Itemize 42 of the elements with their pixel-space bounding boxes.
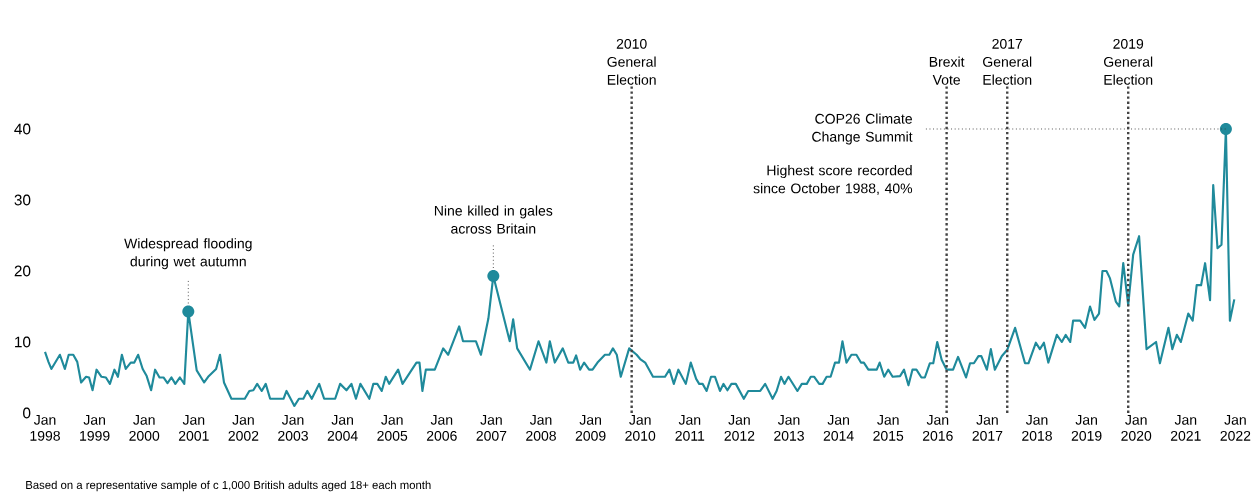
x-tick-label: Jan 2007 <box>476 415 507 441</box>
x-tick-label: Jan 1999 <box>80 415 110 441</box>
x-tick-label: Jan 2000 <box>129 415 160 441</box>
x-tick-label: Jan 2015 <box>873 415 904 441</box>
x-tick-label: Jan 2011 <box>675 415 705 441</box>
x-tick-label: Jan 2013 <box>774 415 804 441</box>
y-tick-label: 40 <box>14 123 31 135</box>
x-tick-label: Jan 2016 <box>922 415 953 441</box>
x-tick-label: Jan 2008 <box>526 415 556 441</box>
ref-line-label: 2019 General Election <box>1104 38 1153 85</box>
x-tick-label: Jan 2001 <box>178 415 209 441</box>
x-tick-label: Jan 2002 <box>228 415 259 441</box>
x-tick-label: Jan 2006 <box>426 415 457 441</box>
ref-line-label: 2017 General Election <box>983 38 1032 85</box>
x-tick-label: Jan 2019 <box>1071 415 1102 441</box>
y-tick-label: 30 <box>14 194 31 206</box>
x-tick-label: Jan 2022 <box>1220 415 1251 441</box>
ref-line-label: Brexit Vote <box>929 56 965 85</box>
x-tick-label: Jan 2018 <box>1022 415 1052 441</box>
x-tick-label: Jan 2009 <box>575 415 606 441</box>
annotation: Highest score recorded since October 1988, 40% <box>753 165 913 195</box>
y-tick-label: 0 <box>23 407 31 419</box>
point <box>182 305 195 318</box>
y-tick-label: 20 <box>14 265 31 277</box>
y-tick-label: 10 <box>15 336 31 348</box>
x-tick-label: Jan 2012 <box>724 415 755 441</box>
x-tick-label: Jan 2005 <box>377 415 408 441</box>
x-tick-label: Jan 2017 <box>972 415 1003 441</box>
x-tick-label: Jan 2021 <box>1170 415 1201 441</box>
annotation: COP26 Climate Change Summit <box>812 113 913 145</box>
x-tick-label: Jan 2020 <box>1121 415 1152 441</box>
point <box>1219 122 1232 135</box>
annotation: Nine killed in gales across Britain <box>434 205 553 234</box>
x-tick-label: Jan 2003 <box>278 415 308 441</box>
x-tick-label: Jan 1998 <box>30 415 60 441</box>
annotation: Widespread flooding during wet autumn <box>124 238 252 270</box>
point <box>487 269 500 282</box>
x-tick-label: Jan 2010 <box>625 415 656 441</box>
x-tick-label: Jan 2014 <box>823 415 854 441</box>
ref-line-label: 2010 General Election <box>607 38 656 85</box>
x-tick-label: Jan 2004 <box>327 415 358 441</box>
text: Based on a representative sample of c 1,000 British adults aged 18+ each month <box>26 480 431 492</box>
